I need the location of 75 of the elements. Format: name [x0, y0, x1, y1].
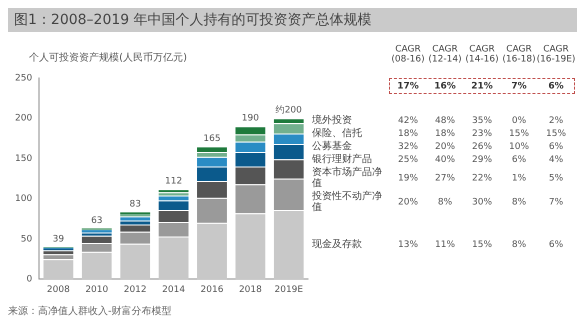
y-tick-label: 250	[14, 73, 32, 84]
text: CAGR (12-14)	[428, 44, 462, 64]
text: 42%	[398, 116, 418, 126]
total-label: 112	[164, 176, 182, 186]
y-tick-label: 100	[14, 194, 32, 204]
text: 20%	[398, 198, 418, 208]
series-label: 公募基金	[312, 140, 352, 152]
series-label: 境外投资	[311, 114, 352, 126]
text: 1%	[512, 174, 527, 184]
text: 6%	[548, 81, 564, 92]
text: 40%	[434, 155, 456, 165]
text: 20%	[434, 142, 456, 152]
text: 15%	[508, 129, 530, 139]
text: 17%	[397, 81, 419, 92]
total-label: 39	[52, 234, 64, 244]
chart-title: 图1：2008–2019 年中国个人持有的可投资资产总体规模	[8, 8, 577, 32]
series-label: 资本市场产品净值	[312, 166, 382, 190]
y-tick-label: 200	[14, 114, 32, 124]
text: 18%	[398, 129, 418, 139]
total-label: 190	[242, 114, 260, 124]
series-label: 银行理财产品	[311, 153, 372, 166]
y-tick-label: 50	[20, 234, 32, 244]
text: 25%	[398, 155, 418, 165]
text: 4%	[548, 155, 564, 165]
total-label: 165	[203, 134, 221, 144]
text: CAGR (14-16)	[465, 44, 499, 64]
text: 8%	[512, 240, 527, 250]
text: 6%	[548, 240, 564, 250]
source-note: 来源：高净值人群收入-财富分布模型	[8, 304, 173, 318]
text: 48%	[434, 116, 456, 126]
text: 2%	[548, 116, 564, 126]
series-label: 现金及存款	[312, 238, 362, 250]
x-tick-label: 2014	[162, 284, 186, 295]
series-label: 保险、信托	[312, 127, 362, 140]
text: 11%	[434, 240, 456, 250]
x-tick-label: 2018	[238, 284, 262, 295]
text: CAGR (16-18)	[502, 44, 536, 64]
y-axis-title: 个人可投资资产规模(人民币万亿元)	[29, 52, 188, 64]
text: 8%	[512, 198, 527, 208]
total-label: 约200	[276, 104, 302, 116]
text: 26%	[472, 142, 492, 152]
x-tick-label: 2016	[200, 284, 224, 295]
text: 6%	[512, 155, 527, 165]
text: 6%	[548, 142, 564, 152]
text: 16%	[434, 81, 456, 92]
total-label: 83	[129, 200, 141, 210]
text: 8%	[438, 198, 453, 208]
text: 29%	[472, 155, 492, 165]
text: 7%	[548, 198, 564, 208]
text: 32%	[398, 142, 418, 152]
text: 22%	[472, 174, 492, 184]
text: 23%	[472, 129, 492, 139]
text: 10%	[508, 142, 530, 152]
x-tick-label: 2008	[46, 284, 70, 295]
text: 15%	[546, 129, 566, 139]
text: 13%	[398, 240, 418, 250]
text: 5%	[548, 174, 564, 184]
text: CAGR (16-19E)	[536, 44, 576, 64]
x-tick-label: 2010	[85, 284, 109, 295]
text: 19%	[398, 174, 418, 184]
series-label: 投资性不动产净值	[311, 190, 382, 214]
text: 21%	[471, 81, 493, 92]
y-tick-label: 150	[14, 154, 32, 164]
text: 27%	[434, 174, 456, 184]
x-tick-label: 2019E	[274, 284, 304, 295]
text: 35%	[472, 116, 492, 126]
text: 18%	[434, 129, 456, 139]
total-label: 63	[91, 216, 103, 226]
text: 7%	[511, 81, 527, 92]
x-tick-label: 2012	[124, 284, 147, 295]
text: 0%	[512, 116, 527, 126]
text: 30%	[472, 198, 492, 208]
text: CAGR (08-16)	[391, 44, 425, 64]
y-tick-label: 0	[26, 274, 32, 285]
text: 15%	[472, 240, 492, 250]
